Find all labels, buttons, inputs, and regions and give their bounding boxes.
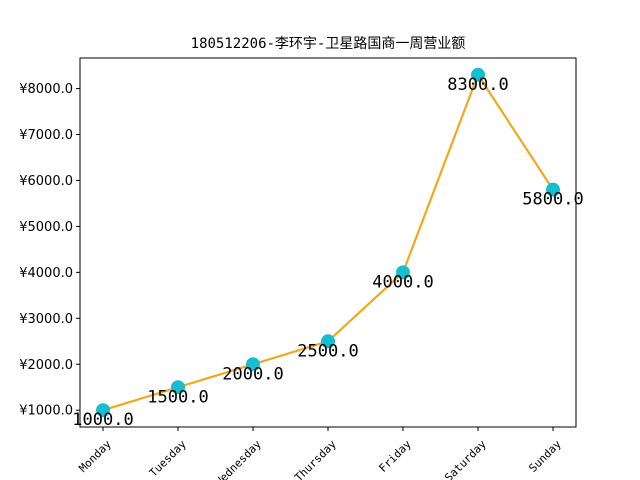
x-tick-label: Wednesday <box>212 437 264 480</box>
data-label: 1500.0 <box>147 387 208 407</box>
data-point <box>546 182 560 197</box>
data-label: 5800.0 <box>522 190 583 210</box>
y-tick-label: ¥3000.0 <box>19 312 73 327</box>
x-tick-label: Monday <box>76 437 114 475</box>
y-tick-label: ¥1000.0 <box>19 404 73 419</box>
plot-area-frame <box>79 57 577 428</box>
chart-title: 180512206-李环宇-卫星路国商一周营业额 <box>191 36 466 52</box>
x-tick-label: Tuesday <box>147 437 189 479</box>
y-tick-label: ¥7000.0 <box>19 128 73 143</box>
data-label: 2500.0 <box>297 341 358 361</box>
data-point <box>171 380 185 395</box>
y-tick-label: ¥5000.0 <box>19 220 73 235</box>
data-point <box>246 357 260 372</box>
data-label: 1000.0 <box>72 410 133 430</box>
data-labels: 1000.0 1500.0 2000.0 2500.0 4000.0 8300.0 5800… <box>72 75 583 430</box>
x-tick-label: Saturday <box>442 437 489 480</box>
data-points <box>96 67 560 418</box>
x-tick-label: Sunday <box>526 437 564 475</box>
data-label: 2000.0 <box>222 364 283 384</box>
y-axis: ¥1000.0 ¥2000.0 ¥3000.0 ¥4000.0 ¥5000.0 ¥6000… <box>19 82 80 419</box>
data-point <box>396 265 410 280</box>
y-tick-label: ¥8000.0 <box>19 82 73 97</box>
data-point <box>471 67 485 82</box>
x-axis: Monday Tuesday Wednesday Thursday Friday Satu… <box>76 427 564 480</box>
data-label: 8300.0 <box>447 75 508 95</box>
y-tick-label: ¥2000.0 <box>19 358 73 373</box>
y-tick-label: ¥6000.0 <box>19 174 73 189</box>
data-label: 4000.0 <box>372 272 433 292</box>
data-point <box>321 334 335 349</box>
x-tick-label: Thursday <box>292 437 339 480</box>
y-tick-label: ¥4000.0 <box>19 266 73 281</box>
x-tick-label: Friday <box>376 437 414 475</box>
data-point <box>96 403 110 418</box>
